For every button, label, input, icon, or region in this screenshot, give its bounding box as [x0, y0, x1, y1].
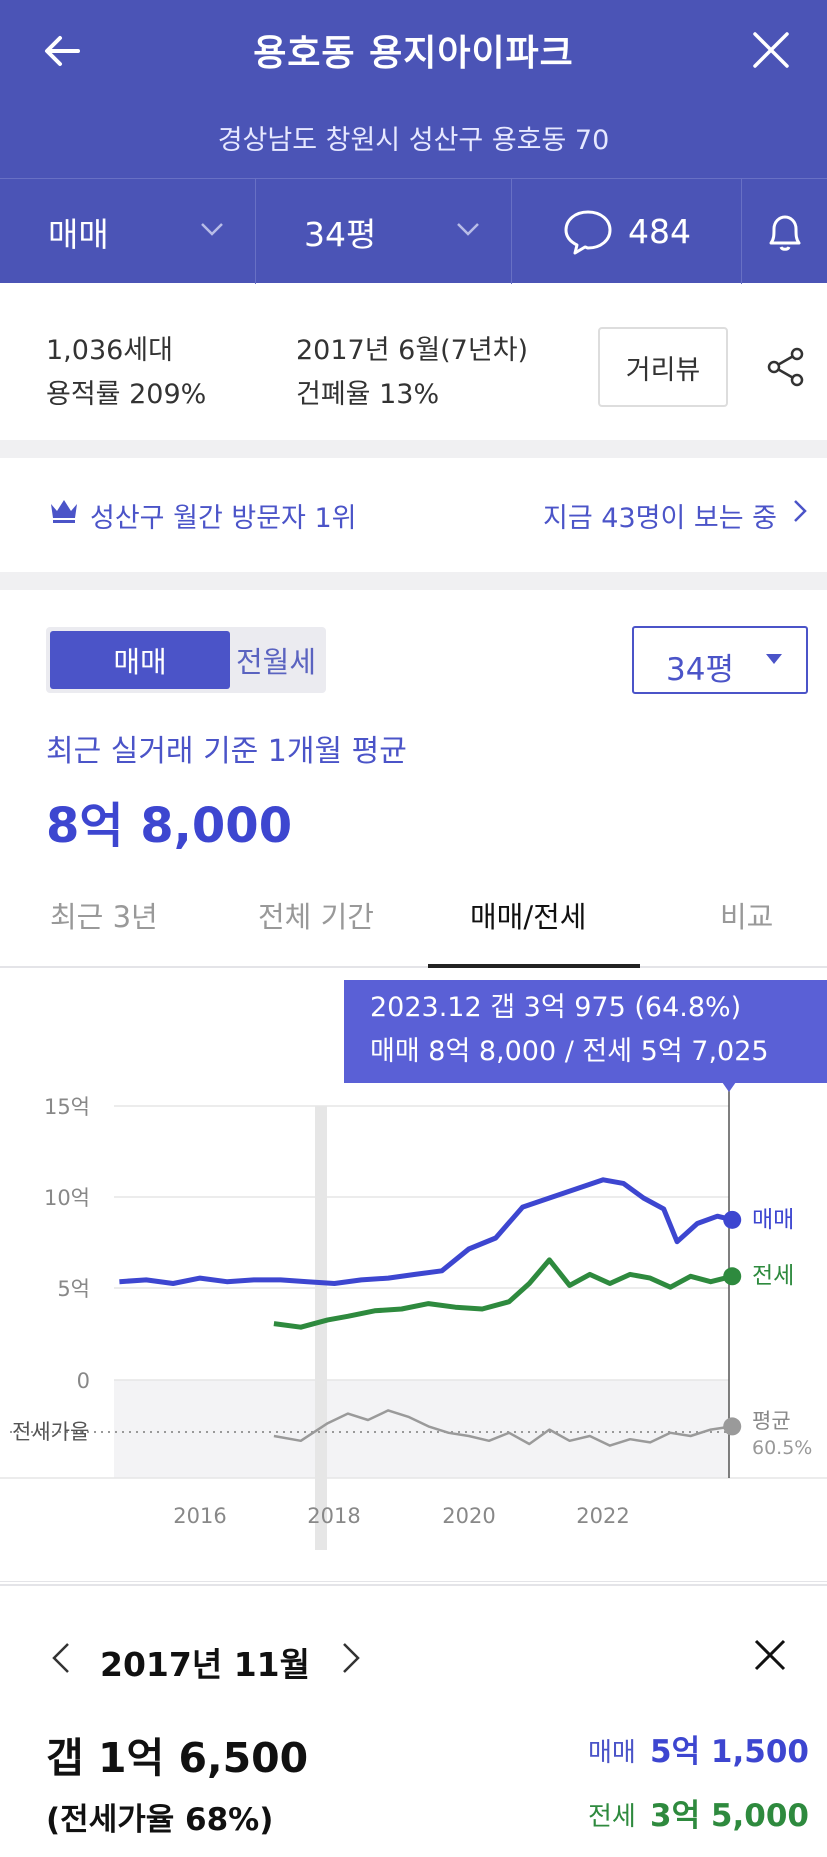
detail-ratio: (전세가율 68%) — [46, 1802, 274, 1838]
bell-icon — [769, 215, 800, 251]
tooltip-pointer — [722, 1082, 736, 1092]
header-top-row: 용호동 용지아이파크 — [0, 0, 827, 100]
trade-type-label: 매매 — [48, 214, 109, 254]
ratio-band — [114, 1380, 729, 1478]
section-divider — [0, 440, 827, 458]
header-filter-bar: 매매 34평 484 — [0, 178, 827, 284]
share-icon[interactable] — [764, 345, 808, 389]
chevron-down-icon — [201, 223, 223, 236]
series-line-2 — [273, 1409, 733, 1447]
selected-month-marker — [315, 1106, 327, 1550]
x-tick-2016: 2016 — [173, 1504, 226, 1528]
y-tick-15: 15억 — [44, 1095, 90, 1119]
households: 1,036세대 — [46, 335, 173, 366]
active-tab-indicator — [428, 964, 640, 968]
trade-toggle: 매매 전월세 — [46, 627, 326, 693]
legend-ratio-avg-label: 평균 — [752, 1409, 791, 1433]
chart-tooltip: 2023.12 갭 3억 975 (64.8%) 매매 8억 8,000 / 전… — [344, 980, 827, 1083]
chart-tabs: 최근 3년 전체 기간 매매/전세 비교 — [0, 880, 827, 968]
average-price: 8억 8,000 — [46, 798, 293, 854]
crown-icon — [51, 500, 77, 523]
y-tick-10: 10억 — [44, 1186, 90, 1210]
y-tick-0: 0 — [77, 1369, 90, 1393]
tooltip-line-2: 매매 8억 8,000 / 전세 5억 7,025 — [370, 1036, 769, 1067]
caret-down-icon — [766, 654, 782, 664]
back-arrow-icon[interactable] — [38, 26, 88, 76]
tab-compare[interactable]: 비교 — [720, 900, 774, 934]
tab-all-period[interactable]: 전체 기간 — [258, 900, 374, 934]
y-tick-5: 5억 — [57, 1277, 90, 1301]
complex-info: 1,036세대 용적률 209% 2017년 6월(7년차) 건폐율 13% 거… — [0, 283, 827, 440]
visitor-rank-banner[interactable]: 성산구 월간 방문자 1위 지금 43명이 보는 중 — [0, 458, 827, 572]
x-tick-2018: 2018 — [307, 1504, 360, 1528]
tab-sale-jeonse[interactable]: 매매/전세 — [470, 900, 587, 934]
detail-jeonse-value: 3억 5,000 — [650, 1798, 809, 1834]
toggle-rent[interactable]: 전월세 — [235, 645, 317, 679]
price-chart[interactable]: 15억 10억 5억 0 전세가율 2016 2018 2020 2022 매매… — [0, 970, 827, 1582]
series-line-0 — [119, 1177, 733, 1286]
legend-sale: 매매 — [752, 1207, 794, 1233]
size-select[interactable]: 34평 — [632, 626, 808, 694]
info-column-2: 2017년 6월(7년차) 건폐율 13% — [296, 329, 528, 417]
ratio-axis-label: 전세가율 — [12, 1420, 89, 1444]
rank-label: 성산구 월간 방문자 1위 — [90, 503, 357, 534]
built-year: 2017년 6월(7년차) — [296, 335, 529, 366]
top-header: 용호동 용지아이파크 경상남도 창원시 성산구 용호동 70 매매 34평 48… — [0, 0, 827, 284]
comments-button[interactable]: 484 — [512, 179, 742, 284]
chevron-down-icon — [457, 223, 479, 236]
series-layer — [119, 1177, 742, 1447]
toggle-sale[interactable]: 매매 — [50, 631, 230, 689]
x-tick-2020: 2020 — [442, 1504, 495, 1528]
chevron-right-icon[interactable] — [338, 1640, 364, 1676]
street-view-button[interactable]: 거리뷰 — [598, 327, 728, 407]
chevron-right-icon — [794, 500, 807, 522]
tooltip-line-1: 2023.12 갭 3억 975 (64.8%) — [370, 992, 742, 1023]
series-endpoint-0 — [723, 1210, 742, 1229]
close-icon[interactable] — [751, 1636, 789, 1674]
size-select-value: 34평 — [666, 652, 734, 688]
coverage-ratio: 건폐율 13% — [296, 379, 440, 410]
chevron-left-icon[interactable] — [48, 1640, 74, 1676]
x-tick-2022: 2022 — [576, 1504, 629, 1528]
detail-sale-value: 5억 1,500 — [650, 1734, 809, 1770]
floor-area-ratio: 용적률 209% — [46, 379, 207, 410]
series-line-1 — [273, 1257, 733, 1330]
section-divider — [0, 572, 827, 590]
tab-recent-3y[interactable]: 최근 3년 — [50, 900, 158, 934]
comment-count: 484 — [628, 212, 691, 251]
size-dropdown[interactable]: 34평 — [256, 179, 512, 284]
speech-bubble-icon — [564, 210, 612, 254]
trade-type-dropdown[interactable]: 매매 — [0, 179, 256, 284]
size-label: 34평 — [304, 214, 377, 254]
detail-jeonse-label: 전세 — [588, 1802, 636, 1832]
page-title: 용호동 용지아이파크 — [253, 33, 574, 74]
legend-ratio-avg-value: 60.5% — [752, 1437, 812, 1459]
detail-sale-label: 매매 — [588, 1738, 636, 1768]
viewers-now: 지금 43명이 보는 중 — [543, 503, 777, 534]
series-endpoint-1 — [723, 1267, 742, 1286]
legend-jeonse: 전세 — [752, 1263, 794, 1289]
detail-gap: 갭 1억 6,500 — [46, 1734, 309, 1782]
average-label: 최근 실거래 기준 1개월 평균 — [46, 734, 407, 769]
info-column-1: 1,036세대 용적률 209% — [46, 329, 206, 417]
close-icon[interactable] — [749, 28, 793, 72]
month-detail-panel: 2017년 11월 갭 1억 6,500 (전세가율 68%) 매매 5억 1,… — [0, 1584, 827, 1857]
detail-month: 2017년 11월 — [100, 1645, 310, 1684]
series-endpoint-2 — [723, 1417, 742, 1436]
address: 경상남도 창원시 성산구 용호동 70 — [217, 125, 610, 156]
notification-button[interactable] — [742, 179, 827, 284]
